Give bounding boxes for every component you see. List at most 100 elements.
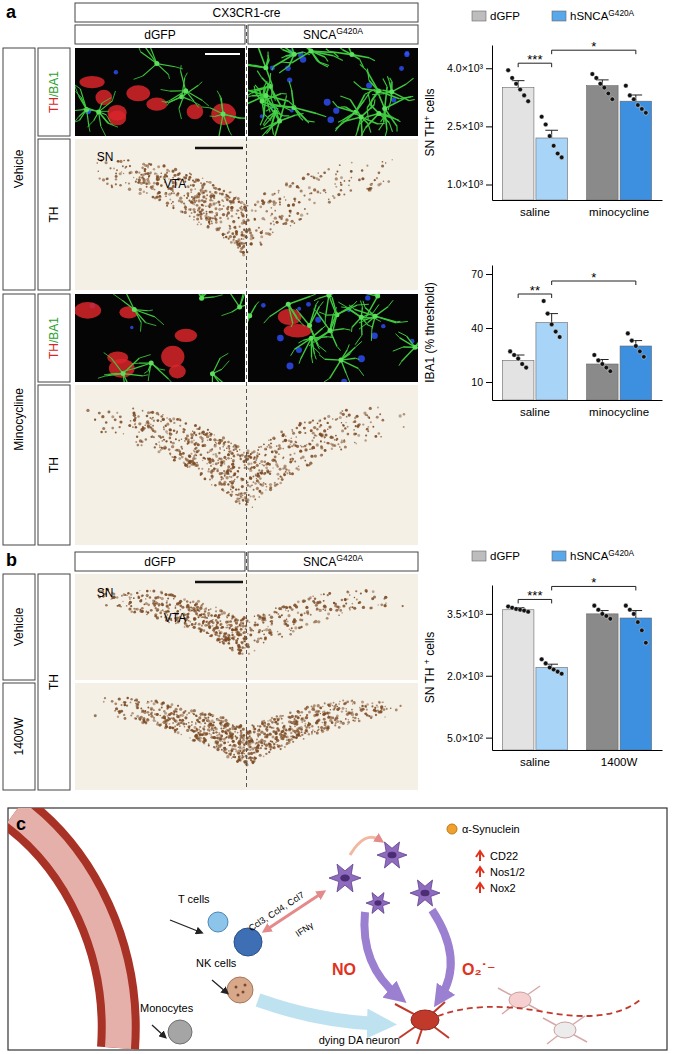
stain-dot [253, 466, 256, 469]
stain-dot [248, 494, 250, 496]
stain-dot [346, 416, 348, 418]
stain-dot [270, 439, 272, 441]
microglia-process [395, 334, 399, 338]
stain-dot [242, 478, 245, 481]
stain-dot [282, 457, 284, 459]
stain-dot [340, 448, 342, 450]
stain-dot [314, 454, 317, 457]
stain-dot [250, 242, 253, 245]
stain-dot [247, 462, 250, 465]
microglia-process [280, 101, 286, 121]
stain-dot [172, 207, 174, 209]
stain-dot [316, 177, 319, 180]
stain-dot [324, 441, 326, 443]
stain-dot [202, 457, 205, 460]
stain-dot [156, 182, 159, 185]
stain-dot [366, 428, 369, 431]
stain-dot [227, 457, 230, 460]
stain-dot [270, 215, 272, 217]
stain-dot [212, 184, 215, 187]
microglia-process [313, 309, 316, 312]
stain-dot [119, 160, 122, 163]
stain-dot [214, 191, 217, 194]
stain-dot [258, 469, 260, 471]
stain-dot [283, 196, 285, 198]
fluorescence-image [248, 294, 418, 382]
stain-dot [224, 463, 226, 465]
microglia-process [361, 117, 378, 124]
stain-dot [300, 218, 302, 220]
stain-dot [223, 490, 225, 492]
microglia-soma [183, 88, 188, 93]
stain-dot [206, 225, 209, 228]
stain-dot [320, 440, 322, 442]
stain-dot [165, 425, 167, 427]
scale-bar [205, 53, 240, 55]
stain-dot [230, 442, 232, 444]
stain-dot [188, 455, 191, 458]
stain-dot [232, 446, 234, 448]
stain-dot [173, 192, 175, 194]
stain-dot [148, 178, 150, 180]
microglia-process [319, 302, 323, 307]
stain-dot [255, 210, 257, 212]
microglia-process [87, 121, 93, 128]
stain-dot [212, 459, 215, 462]
microglia-process [168, 75, 170, 79]
stain-dot [196, 450, 198, 452]
stain-dot [164, 447, 167, 450]
stain-dot [361, 177, 364, 180]
stain-dot [263, 201, 265, 203]
stain-dot [269, 483, 272, 486]
text-part: G420A [336, 26, 363, 36]
stain-dot [319, 175, 322, 178]
stain-dot [341, 422, 343, 424]
stain-dot [268, 440, 270, 442]
stain-dot [163, 428, 165, 430]
stain-dot [252, 506, 253, 507]
stain-dot [200, 211, 202, 213]
stain-dot [274, 456, 277, 459]
stain-dot [233, 220, 235, 222]
panel-label: Vehicle [12, 149, 26, 188]
stain-dot [289, 210, 292, 213]
stain-dot [176, 193, 179, 196]
stain-dot [230, 209, 233, 212]
stain-dot [279, 482, 282, 485]
stain-dot [247, 205, 249, 207]
microglia-soma [210, 371, 215, 376]
stain-dot [260, 235, 263, 238]
microglia-process [125, 294, 134, 310]
stain-dot [111, 415, 114, 418]
stain-dot [116, 412, 118, 414]
microglia-soma [263, 93, 268, 98]
stain-dot [211, 448, 213, 450]
microglia-process [194, 101, 199, 107]
stain-dot [250, 463, 252, 465]
microglia-process [294, 108, 307, 121]
stain-dot [186, 192, 189, 195]
stain-dot [370, 187, 372, 189]
stain-dot [209, 438, 212, 441]
microglia-process [109, 124, 118, 127]
microglia-process [159, 369, 166, 370]
stain-dot [171, 192, 173, 194]
stain-dot [223, 456, 226, 459]
stain-dot [233, 227, 235, 229]
stain-dot [204, 478, 207, 481]
stain-dot [161, 447, 163, 449]
stain-dot [308, 186, 311, 189]
stain-dot [247, 452, 249, 454]
stain-dot [119, 420, 122, 423]
stain-dot [190, 191, 192, 193]
stain-dot [262, 230, 263, 231]
stain-dot [237, 471, 239, 473]
stain-dot [258, 496, 260, 498]
fluorescence-image [248, 48, 418, 136]
stain-dot [100, 431, 102, 433]
stain-dot [211, 205, 213, 207]
stain-dot [219, 227, 222, 230]
microglia-process [363, 301, 365, 308]
stain-dot [179, 453, 182, 456]
stain-dot [207, 457, 209, 459]
